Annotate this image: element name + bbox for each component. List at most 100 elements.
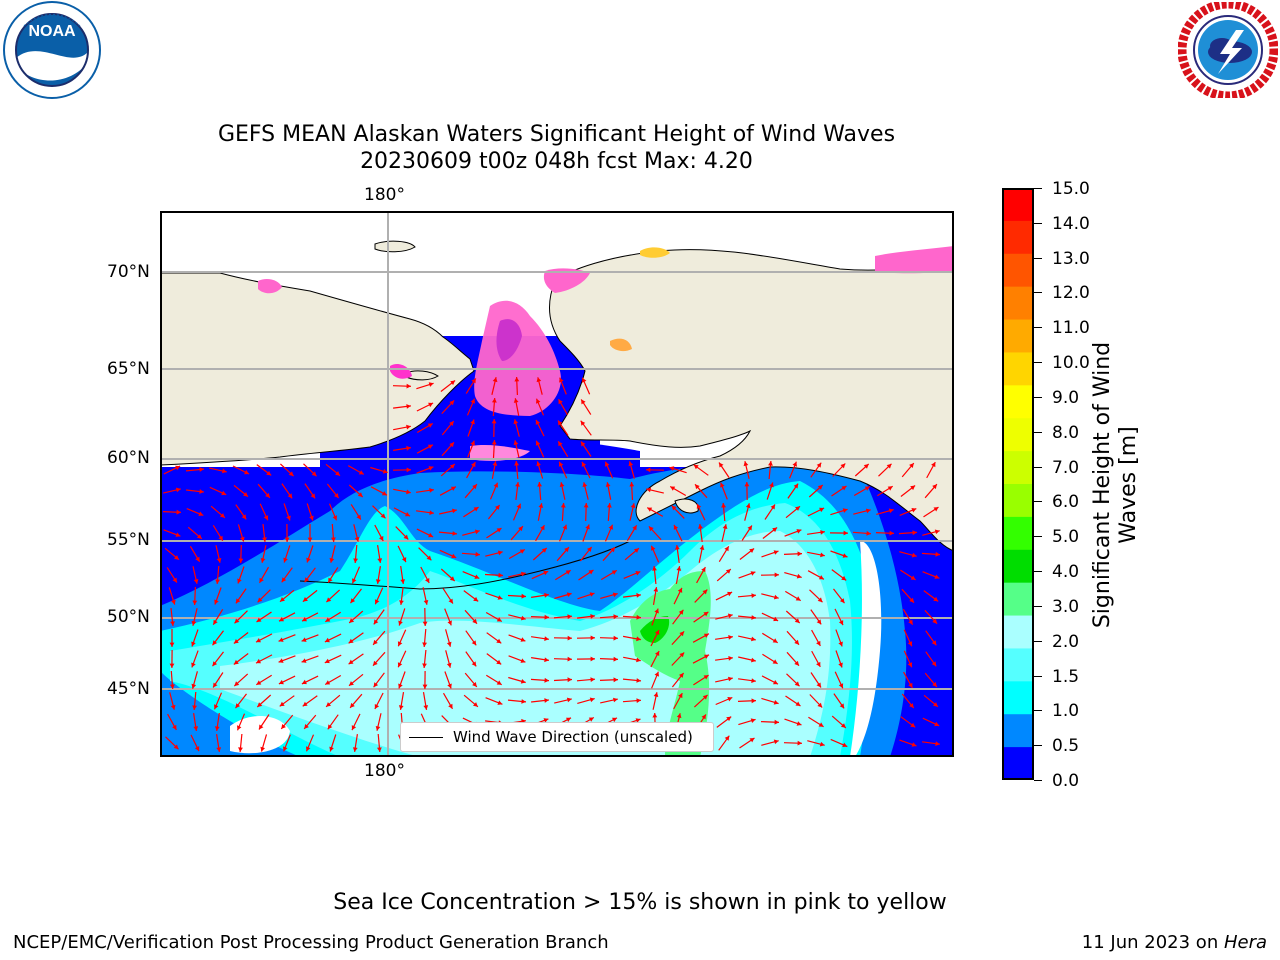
- colorbar-tick-mark: [1034, 745, 1042, 747]
- wave-direction-arrowhead: [238, 558, 244, 563]
- nws-logo: [1177, 0, 1279, 101]
- lat-label-50: 50°N: [107, 607, 150, 627]
- wave-direction-arrowhead: [405, 512, 410, 517]
- wave-direction-arrowhead: [536, 377, 542, 383]
- wave-direction-arrowhead: [653, 692, 659, 697]
- wave-direction-arrowhead: [537, 482, 542, 487]
- wave-direction-arrowhead: [244, 469, 249, 475]
- wave-direction-arrowhead: [377, 747, 382, 752]
- wave-direction-arrowhead: [471, 378, 476, 384]
- colorbar-segment: [1002, 516, 1034, 551]
- wave-direction-arrowhead: [543, 718, 549, 723]
- wave-direction-arrowhead: [199, 467, 204, 472]
- wave-direction-arrowhead: [727, 591, 733, 597]
- wave-direction-arrowhead: [721, 503, 726, 508]
- colorbar-segment: [1002, 418, 1034, 452]
- wave-direction-arrowhead: [535, 440, 541, 446]
- wave-direction-arrowhead: [749, 738, 755, 743]
- wave-direction-arrowhead: [260, 558, 266, 563]
- footer-host: Hera: [1223, 932, 1267, 953]
- colorbar-tick-label: 1.0: [1052, 701, 1080, 722]
- wave-direction-arrowhead: [520, 658, 526, 663]
- wave-direction-arrowhead: [769, 482, 774, 488]
- wave-direction-arrowhead: [654, 608, 659, 614]
- wave-direction-arrowhead: [541, 548, 547, 553]
- colorbar-tick-mark: [1034, 571, 1042, 573]
- wave-direction-arrowhead: [452, 531, 457, 536]
- wave-direction-arrowhead: [353, 558, 358, 563]
- wave-direction-arrowhead: [470, 419, 475, 425]
- colorbar-tick-mark: [1034, 362, 1042, 364]
- wave-direction-arrowhead: [612, 592, 618, 598]
- wave-direction-arrowhead: [472, 618, 477, 624]
- wave-direction-arrowhead: [749, 548, 755, 553]
- wave-direction-arrowhead: [580, 420, 586, 426]
- wave-direction-arrowhead: [348, 659, 354, 665]
- wave-direction-arrowhead: [838, 620, 844, 626]
- colorbar-tick-mark: [1034, 501, 1042, 503]
- wave-direction-arrowhead: [257, 597, 263, 603]
- wave-direction-arrowhead: [703, 675, 709, 680]
- wave-direction-arrowhead: [427, 444, 433, 449]
- wave-direction-arrowhead: [428, 382, 434, 387]
- wave-direction-arrowhead: [356, 514, 361, 520]
- wave-direction-arrowhead: [932, 682, 937, 687]
- wave-direction-arrowhead: [513, 398, 519, 403]
- wave-direction-arrowhead: [634, 548, 639, 553]
- wave-direction-arrowhead: [865, 508, 871, 514]
- wave-direction-arrowhead: [676, 566, 682, 571]
- wave-direction-arrowhead: [422, 642, 427, 647]
- wave-direction-arrowhead: [611, 570, 617, 575]
- wave-direction-arrowhead: [374, 704, 380, 709]
- wave-direction-arrowhead: [382, 469, 388, 474]
- wave-direction-arrowhead: [909, 463, 914, 468]
- wave-direction-arrowhead: [670, 486, 676, 491]
- colorbar-segment: [1002, 549, 1034, 584]
- wave-direction-arrowhead: [702, 589, 708, 595]
- wave-direction-arrowhead: [496, 659, 502, 665]
- wave-direction-arrowhead: [259, 724, 264, 730]
- wave-direction-arrowhead: [728, 635, 733, 640]
- wave-direction-arrowhead: [636, 678, 641, 683]
- wave-direction-arrowhead: [307, 537, 313, 542]
- wave-direction-arrowhead: [655, 651, 660, 656]
- wave-direction-arrowhead: [422, 684, 428, 689]
- wave-direction-arrowhead: [191, 641, 196, 647]
- lat-label-65: 65°N: [107, 359, 150, 379]
- wave-direction-arrowhead: [796, 529, 802, 534]
- wave-direction-arrowhead: [544, 677, 549, 683]
- colorbar-tick-label: 12.0: [1052, 283, 1090, 304]
- wave-direction-arrowhead: [214, 599, 219, 605]
- wave-direction-arrowhead: [516, 503, 521, 509]
- colorbar-tick-label: 8.0: [1052, 422, 1080, 443]
- wave-direction-arrowhead: [559, 377, 564, 383]
- wave-direction-arrowhead: [352, 747, 358, 752]
- colorbar-tick-mark: [1034, 640, 1042, 642]
- wave-direction-arrowhead: [612, 717, 617, 723]
- wave-direction-arrowhead: [652, 566, 657, 571]
- wave-direction-arrowhead: [702, 694, 708, 700]
- wave-direction-arrowhead: [173, 744, 179, 750]
- chart-title: GEFS MEAN Alaskan Waters Significant Hei…: [217, 122, 896, 147]
- wave-direction-arrowhead: [302, 617, 307, 622]
- wave-direction-arrowhead: [911, 508, 917, 513]
- wave-direction-arrowhead: [583, 503, 589, 508]
- colorbar-title-line1: Significant Height of Wind: [1090, 341, 1115, 629]
- colorbar-segment: [1002, 484, 1034, 518]
- wave-direction-arrowhead: [191, 620, 197, 626]
- wave-direction-arrowhead: [648, 526, 654, 532]
- wave-direction-arrowhead: [838, 683, 844, 689]
- wave-direction-arrowhead: [497, 595, 503, 600]
- wave-direction-arrowhead: [406, 383, 411, 389]
- wave-direction-arrowhead: [795, 506, 800, 511]
- wave-direction-arrowhead: [175, 465, 181, 471]
- wave-direction-arrowhead: [727, 613, 733, 619]
- wave-direction-arrowhead: [492, 398, 497, 403]
- wave-direction-arrowhead: [175, 487, 181, 493]
- wave-direction-arrowhead: [818, 575, 824, 580]
- wave-direction-arrowhead: [744, 482, 750, 487]
- wave-direction-arrowhead: [646, 487, 652, 493]
- wave-direction-arrowhead: [842, 742, 848, 747]
- wave-direction-arrowhead: [233, 639, 239, 644]
- colorbar-segment: [1002, 681, 1034, 715]
